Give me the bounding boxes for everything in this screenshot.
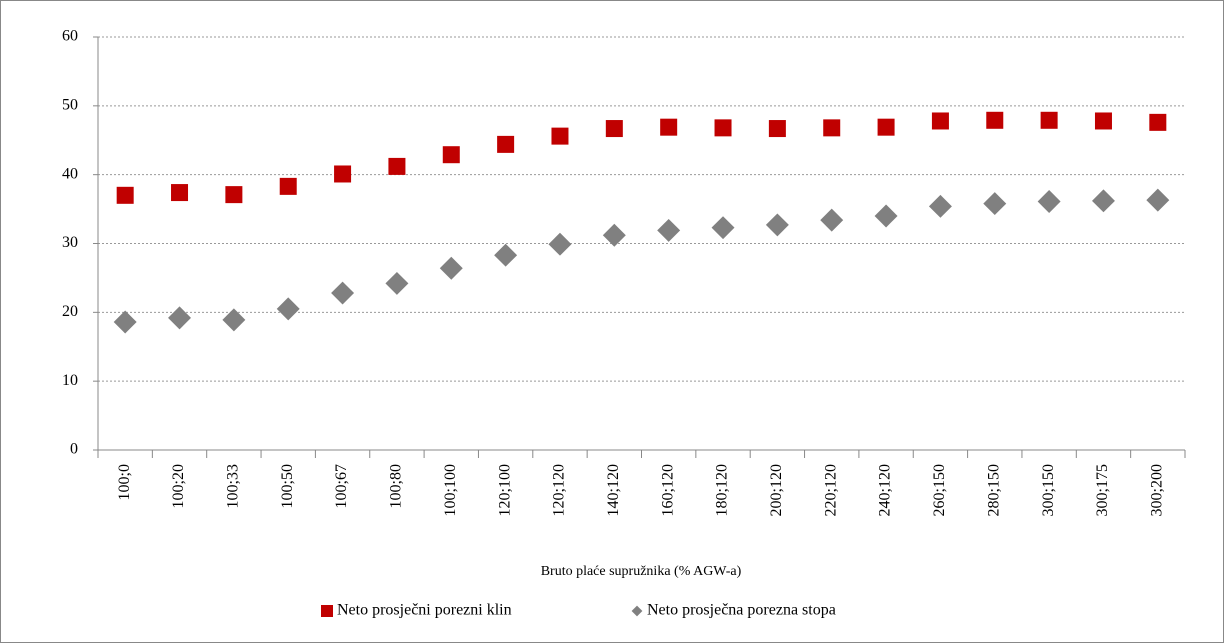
point bbox=[714, 119, 732, 137]
point bbox=[820, 208, 844, 232]
x-tick-label: 100;80 bbox=[388, 464, 405, 508]
legend-label: Neto prosječni porezni klin bbox=[337, 602, 512, 619]
x-tick-label: 220;120 bbox=[822, 464, 839, 516]
y-tick-label: 30 bbox=[62, 234, 78, 251]
point bbox=[442, 146, 460, 164]
point bbox=[657, 218, 681, 242]
point bbox=[986, 111, 1004, 129]
point bbox=[765, 213, 789, 237]
x-tick-label: 120;100 bbox=[496, 464, 513, 516]
x-tick-label: 120;120 bbox=[551, 464, 568, 516]
point bbox=[1149, 113, 1167, 131]
point bbox=[983, 192, 1007, 216]
point bbox=[113, 310, 137, 334]
x-tick-label: 300;175 bbox=[1094, 464, 1111, 516]
x-tick-label: 100;33 bbox=[225, 464, 242, 508]
x-tick-label: 100;50 bbox=[279, 464, 296, 508]
y-tick-label: 0 bbox=[70, 441, 78, 458]
point bbox=[385, 271, 409, 295]
x-tick-label: 160;120 bbox=[659, 464, 676, 516]
legend-marker bbox=[321, 605, 333, 617]
point bbox=[602, 223, 626, 247]
point bbox=[1092, 189, 1115, 213]
point bbox=[494, 243, 518, 267]
x-tick-label: 100;0 bbox=[116, 464, 133, 500]
point bbox=[116, 186, 134, 204]
x-axis-title: Bruto plaće supružnika (% AGW-a) bbox=[541, 564, 742, 579]
y-tick-label: 40 bbox=[62, 165, 78, 182]
y-tick-label: 20 bbox=[62, 303, 78, 320]
point bbox=[823, 119, 841, 137]
point bbox=[768, 120, 786, 138]
y-tick-label: 10 bbox=[62, 372, 78, 389]
point bbox=[279, 177, 297, 195]
x-tick-label: 180;120 bbox=[714, 464, 731, 516]
point bbox=[439, 256, 463, 280]
x-tick-label: 280;150 bbox=[985, 464, 1002, 516]
point bbox=[225, 186, 243, 204]
point bbox=[331, 281, 355, 305]
point bbox=[605, 120, 623, 138]
point bbox=[171, 184, 189, 202]
x-tick-label: 200;120 bbox=[768, 464, 785, 516]
point bbox=[877, 118, 895, 136]
point bbox=[388, 157, 406, 175]
point bbox=[222, 308, 246, 332]
point bbox=[1146, 188, 1170, 212]
x-tick-label: 100;67 bbox=[333, 464, 350, 508]
x-tick-label: 100;100 bbox=[442, 464, 459, 516]
point bbox=[1040, 111, 1058, 129]
x-tick-label: 300;150 bbox=[1040, 464, 1057, 516]
point bbox=[551, 127, 569, 145]
point bbox=[168, 306, 191, 330]
point bbox=[1094, 112, 1112, 130]
point bbox=[928, 194, 952, 218]
point bbox=[334, 165, 352, 183]
y-tick-label: 60 bbox=[62, 28, 78, 45]
point bbox=[497, 135, 515, 153]
point bbox=[548, 232, 572, 256]
point bbox=[1037, 190, 1061, 213]
point bbox=[931, 112, 949, 130]
x-tick-label: 100;20 bbox=[170, 464, 187, 508]
y-tick-label: 50 bbox=[62, 97, 78, 114]
x-tick-label: 140;120 bbox=[605, 464, 622, 516]
point bbox=[276, 297, 300, 321]
legend-label: Neto prosječna porezna stopa bbox=[647, 602, 836, 619]
point bbox=[874, 204, 898, 228]
point bbox=[660, 118, 678, 136]
point bbox=[711, 216, 735, 240]
legend-marker bbox=[631, 605, 643, 617]
x-tick-label: 300;200 bbox=[1148, 464, 1165, 516]
x-tick-label: 260;150 bbox=[931, 464, 948, 516]
x-tick-label: 240;120 bbox=[877, 464, 894, 516]
